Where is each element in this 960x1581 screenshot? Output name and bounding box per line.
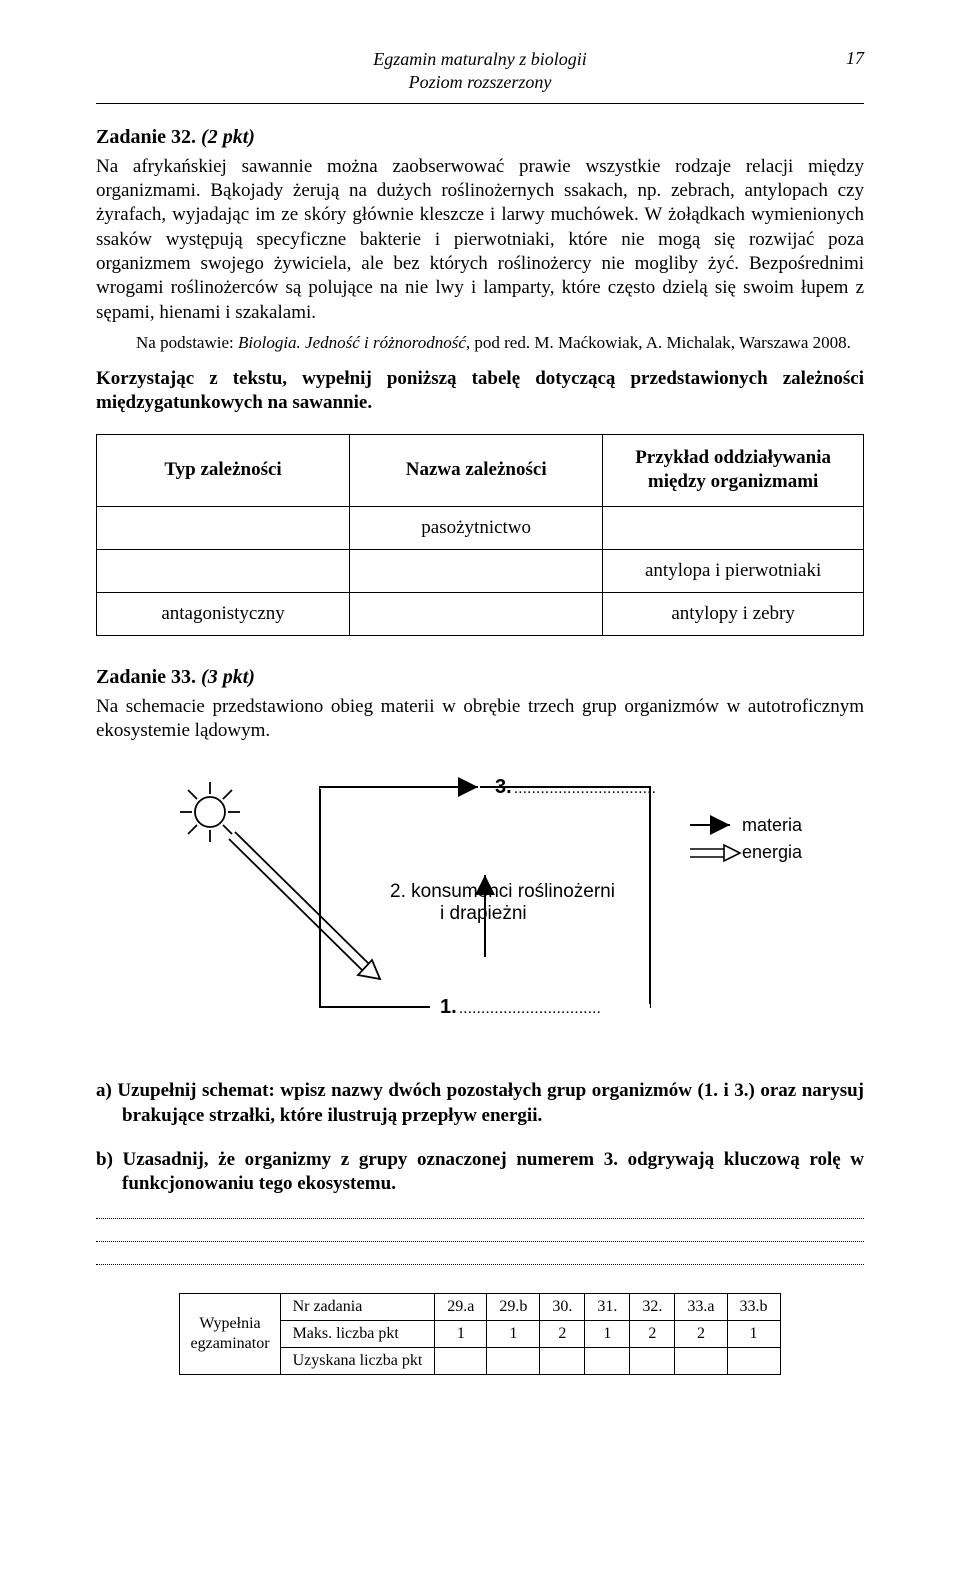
sun-icon [180,782,240,842]
task32-title-bold: Zadanie 32. [96,126,196,148]
cell: 2 [540,1321,585,1348]
cell: 29.b [487,1294,540,1321]
task32-source: Na podstawie: Biologia. Jedność i różnor… [136,333,864,353]
answer-line[interactable] [96,1264,864,1265]
page-number: 17 [846,48,864,69]
cell: antylopa i pierwotniaki [603,549,864,592]
table-row: Wypełniaegzaminator Nr zadania 29.a 29.b… [180,1294,780,1321]
cell[interactable] [630,1348,675,1375]
task33-body: Na schemacie przedstawiono obieg materii… [96,695,864,744]
cell: 32. [630,1294,675,1321]
cell[interactable] [603,506,864,549]
task33-sub-b: b) Uzasadnij, że organizmy z grupy oznac… [96,1148,864,1197]
task33-title-bold: Zadanie 33. [96,666,196,688]
source-rest: , pod red. M. Maćkowiak, A. Michalak, Wa… [466,333,851,352]
cell[interactable] [97,549,350,592]
cell: 2 [630,1321,675,1348]
header-title-1: Egzamin maturalny z biologii [373,49,587,69]
label-1: 1................................. [440,996,601,1018]
cell: 31. [585,1294,630,1321]
side-label: Wypełniaegzaminator [180,1294,280,1375]
th-type: Typ zależności [97,434,350,506]
dependency-table: Typ zależności Nazwa zależności Przykład… [96,434,864,636]
ecosystem-diagram: 3................................. 2. ko… [96,757,864,1057]
cell: 33.b [727,1294,780,1321]
row-label: Uzyskana liczba pkt [280,1348,435,1375]
task32-instruction: Korzystając z tekstu, wypełnij poniższą … [96,367,864,416]
cell: antylopy i zebry [603,592,864,635]
task32-body: Na afrykańskiej sawannie można zaobserwo… [96,155,864,325]
table-row: pasożytnictwo [97,506,864,549]
legend-energia: energia [742,842,803,862]
table-row: Typ zależności Nazwa zależności Przykład… [97,434,864,506]
label-2-line2: i drapieżni [440,903,527,924]
task32-title: Zadanie 32. (2 pkt) [96,126,864,149]
source-prefix: Na podstawie: [136,333,238,352]
cell: pasożytnictwo [350,506,603,549]
task33-title-italic: (3 pkt) [201,666,255,688]
cell: 29.a [435,1294,487,1321]
cell: 1 [435,1321,487,1348]
table-row: antylopa i pierwotniaki [97,549,864,592]
label-3: 3................................. [495,776,656,798]
cell[interactable] [97,506,350,549]
legend-materia: materia [742,815,803,835]
task33-title: Zadanie 33. (3 pkt) [96,666,864,689]
cell[interactable] [350,592,603,635]
cell: 2 [675,1321,727,1348]
task33-sub-a: a) Uzupełnij schemat: wpisz nazwy dwóch … [96,1079,864,1128]
energy-arrow [229,832,380,979]
row-label: Maks. liczba pkt [280,1321,435,1348]
page-header: Egzamin maturalny z biologii Poziom rozs… [96,48,864,95]
row-label: Nr zadania [280,1294,435,1321]
cell: 1 [585,1321,630,1348]
answer-line[interactable] [96,1218,864,1219]
legend: materia energia [690,815,803,862]
header-rule [96,103,864,104]
answer-line[interactable] [96,1241,864,1242]
th-name: Nazwa zależności [350,434,603,506]
table-row: antagonistyczny antylopy i zebry [97,592,864,635]
cell[interactable] [540,1348,585,1375]
cell[interactable] [675,1348,727,1375]
cell: 1 [727,1321,780,1348]
label-2-line1: 2. konsumenci roślinożerni [390,881,615,902]
source-title: Biologia. Jedność i różnorodność [238,333,466,352]
cell[interactable] [487,1348,540,1375]
header-title-2: Poziom rozszerzony [409,72,552,92]
cell[interactable] [350,549,603,592]
cell[interactable] [435,1348,487,1375]
cell[interactable] [727,1348,780,1375]
th-example: Przykład oddziaływania między organizmam… [603,434,864,506]
score-table: Wypełniaegzaminator Nr zadania 29.a 29.b… [179,1293,780,1375]
task32-title-italic: (2 pkt) [201,126,255,148]
cell: antagonistyczny [97,592,350,635]
cell: 1 [487,1321,540,1348]
cell[interactable] [585,1348,630,1375]
cell: 30. [540,1294,585,1321]
cell: 33.a [675,1294,727,1321]
